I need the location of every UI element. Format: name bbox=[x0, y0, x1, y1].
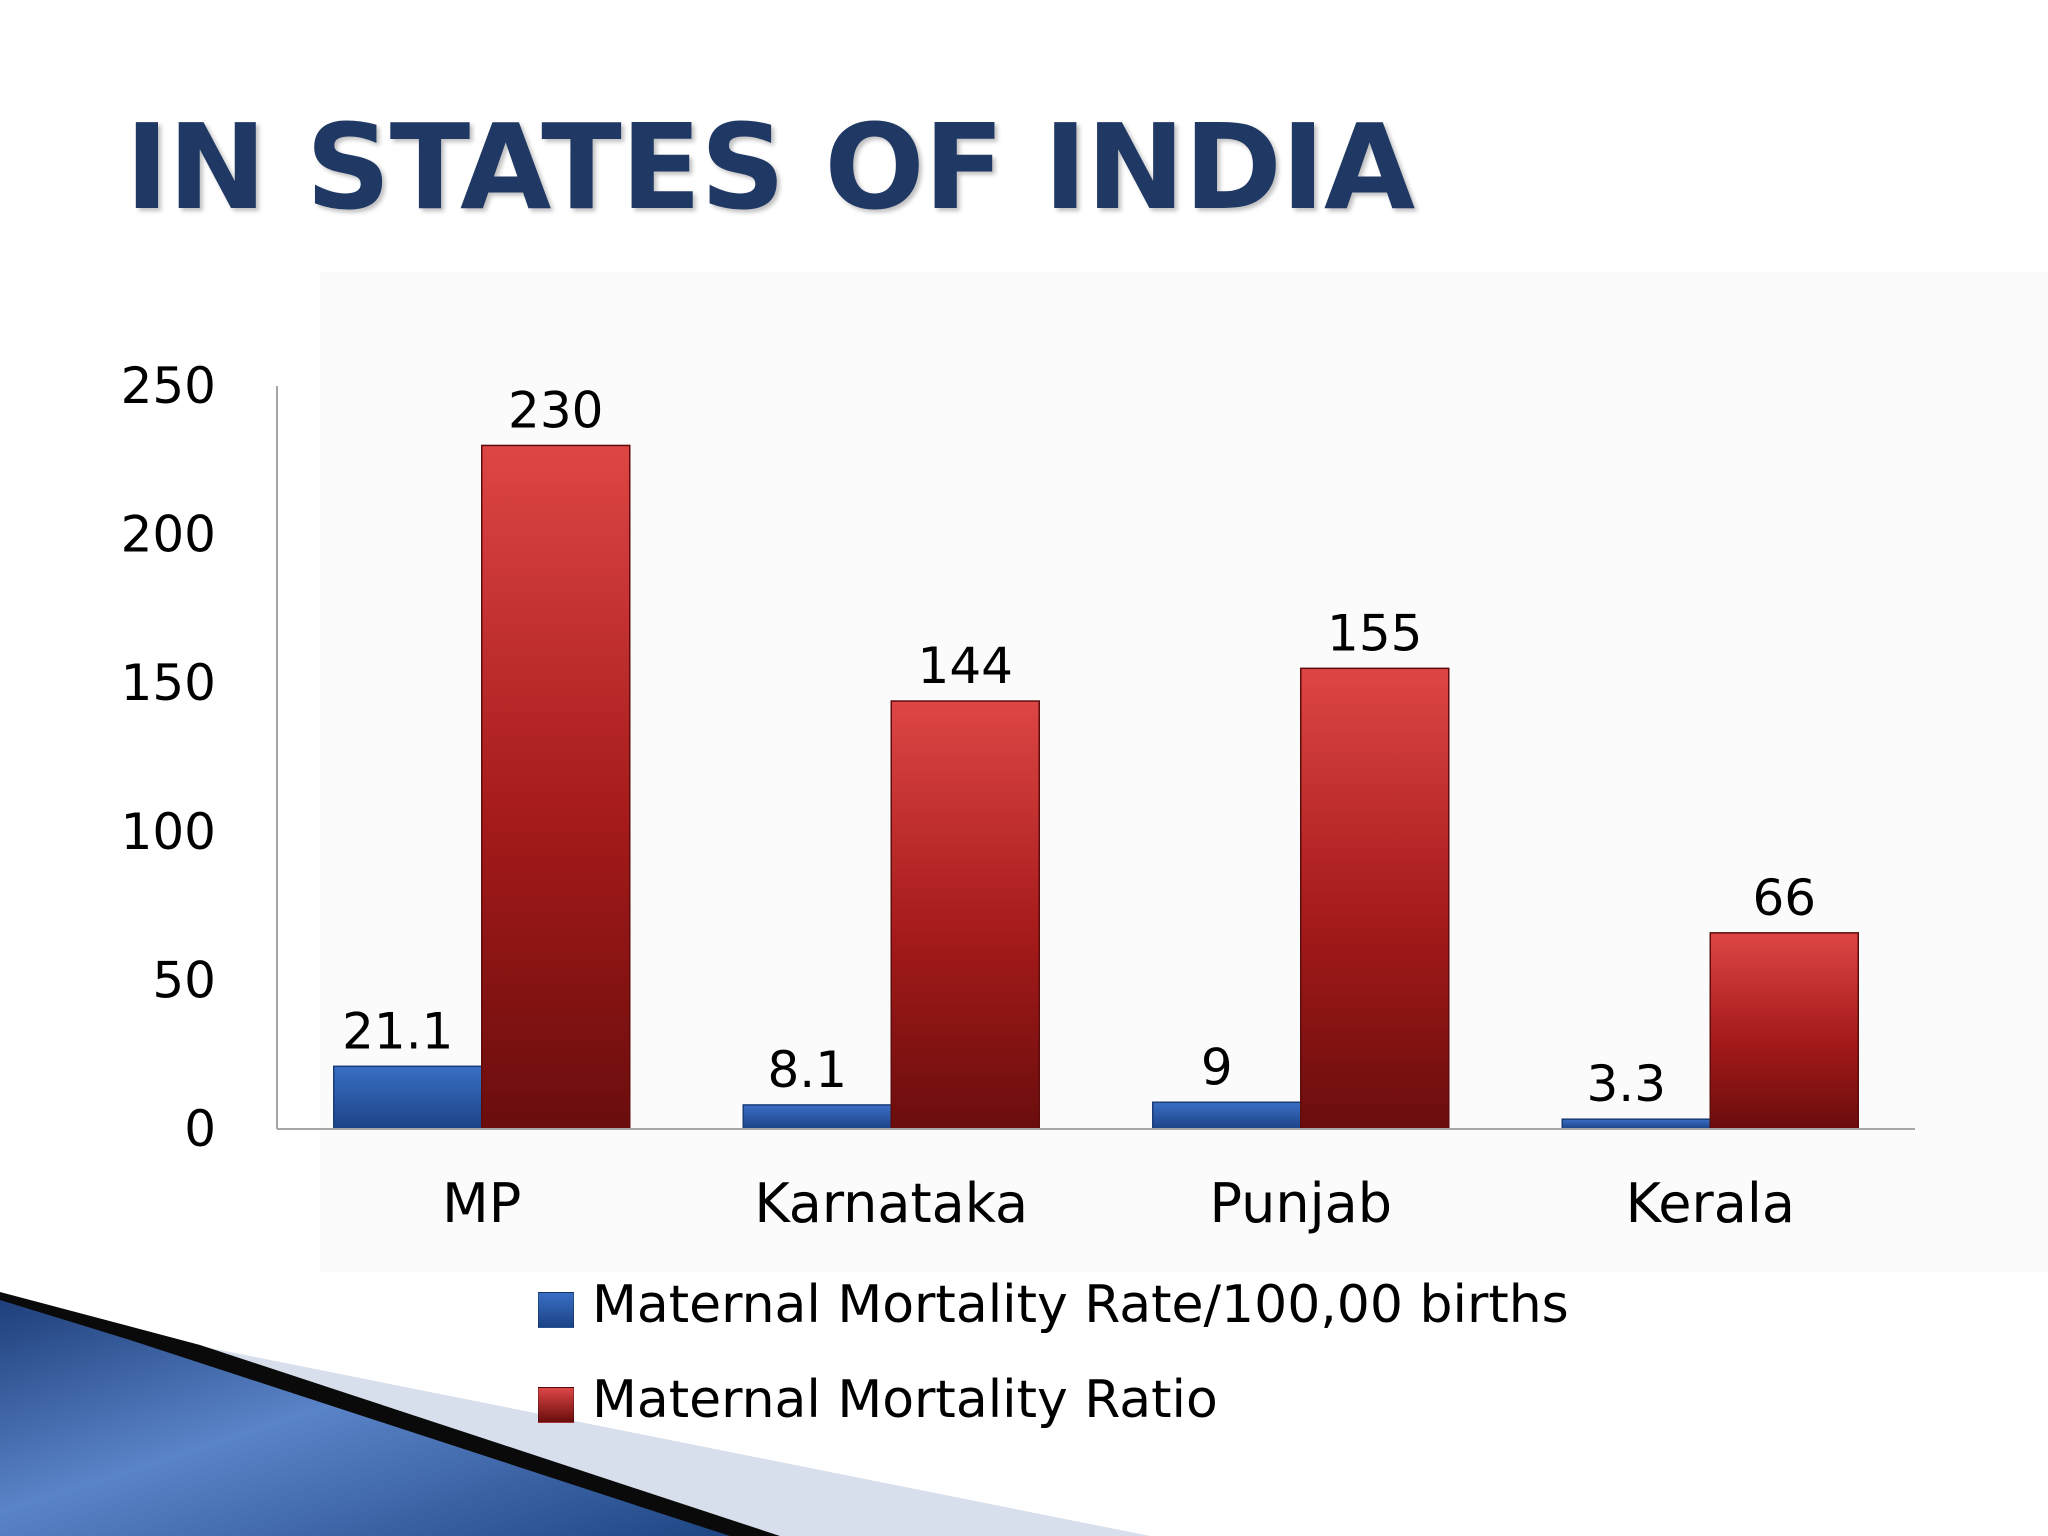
legend-item-ratio: Maternal Mortality Ratio bbox=[538, 1365, 1218, 1435]
bar bbox=[333, 1065, 483, 1130]
data-label: 3.3 bbox=[1586, 1055, 1666, 1113]
bars: 21.1 230 8.1 144 9 155 3.3 66 bbox=[333, 381, 1859, 1130]
y-tick-label: 250 bbox=[121, 357, 216, 415]
bar bbox=[481, 444, 631, 1130]
data-label: 9 bbox=[1201, 1038, 1233, 1096]
bar bbox=[742, 1104, 892, 1130]
x-tick-label: Punjab bbox=[1210, 1172, 1392, 1235]
y-tick-label: 150 bbox=[121, 654, 216, 712]
data-label: 66 bbox=[1752, 869, 1816, 927]
y-tick-label: 200 bbox=[121, 506, 216, 564]
bar bbox=[1709, 932, 1859, 1130]
data-label: 21.1 bbox=[342, 1002, 453, 1060]
legend-swatch-rate bbox=[538, 1292, 574, 1328]
x-tick-label: MP bbox=[442, 1172, 521, 1235]
bar bbox=[1300, 667, 1450, 1130]
y-tick-label: 100 bbox=[121, 803, 216, 861]
data-label: 8.1 bbox=[767, 1041, 847, 1099]
legend-item-rate: Maternal Mortality Rate/100,00 births bbox=[538, 1270, 1569, 1340]
y-tick-label: 50 bbox=[152, 951, 216, 1009]
slide-title: IN STATES OF INDIA bbox=[125, 98, 1415, 236]
legend-label-rate: Maternal Mortality Rate/100,00 births bbox=[592, 1275, 1569, 1335]
data-label: 144 bbox=[918, 637, 1013, 695]
data-label: 155 bbox=[1327, 604, 1422, 662]
legend-swatch-ratio bbox=[538, 1387, 574, 1423]
x-axis: MP Karnataka Punjab Kerala bbox=[277, 1128, 1915, 1235]
bar bbox=[1561, 1118, 1711, 1130]
bar bbox=[890, 700, 1040, 1130]
bar bbox=[1152, 1101, 1302, 1130]
data-label: 230 bbox=[508, 381, 603, 439]
y-tick-label: 0 bbox=[184, 1100, 216, 1158]
x-tick-label: Kerala bbox=[1626, 1172, 1795, 1235]
legend-label-ratio: Maternal Mortality Ratio bbox=[592, 1370, 1218, 1430]
y-axis: 0 50 100 150 200 250 bbox=[121, 357, 278, 1158]
x-tick-label: Karnataka bbox=[754, 1172, 1028, 1235]
